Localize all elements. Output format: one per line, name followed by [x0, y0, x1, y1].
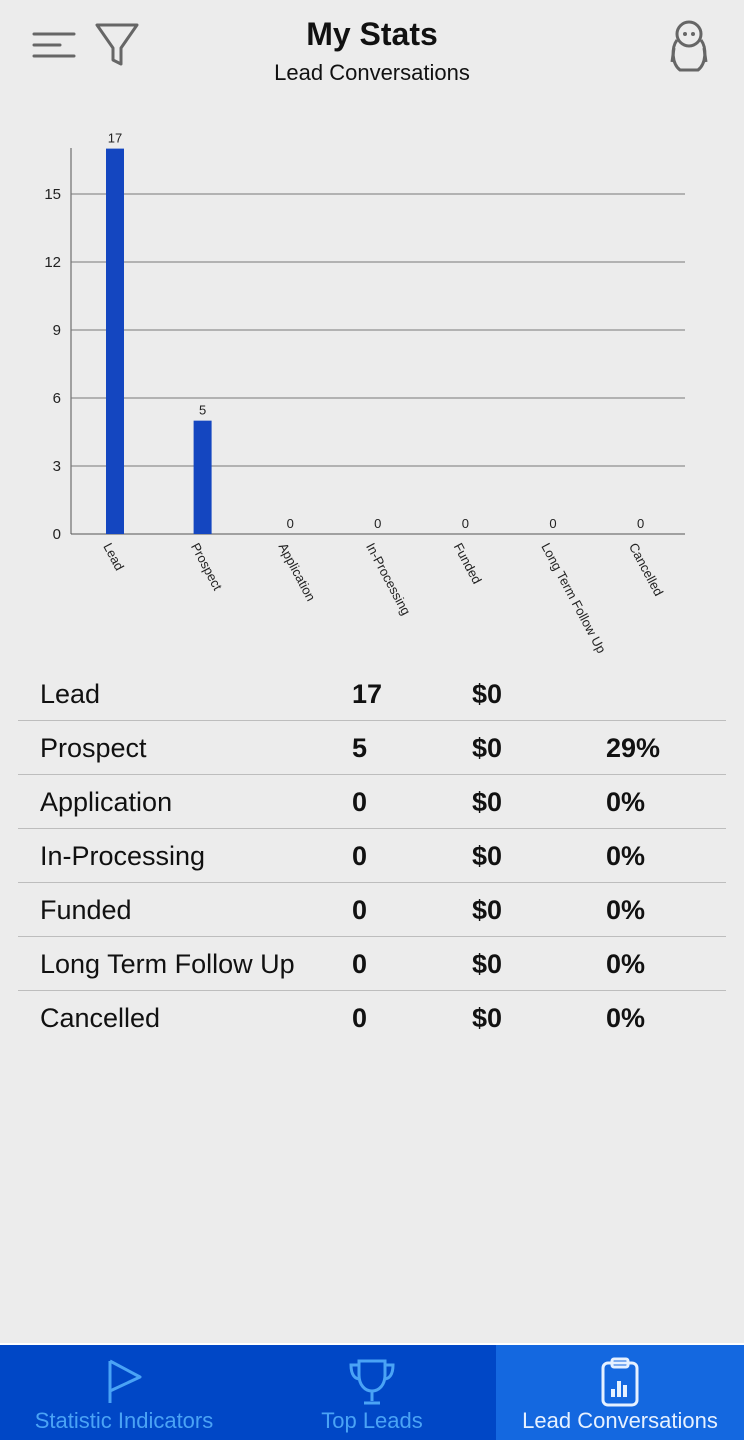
data-label: 0 [549, 516, 556, 531]
stats-table: Lead 17 $0 Prospect 5 $0 29% Application 0 $0 0% In… [18, 667, 726, 1045]
filter-icon[interactable] [94, 22, 140, 68]
table-row: Long Term Follow Up 0 $0 0% [18, 937, 726, 991]
menu-icon[interactable] [32, 30, 76, 60]
cell-pct: 29% [606, 733, 661, 763]
y-tick-label: 12 [44, 254, 61, 271]
data-label: 0 [462, 516, 469, 531]
cell-count: 0 [352, 1003, 368, 1033]
x-tick-label: Prospect [188, 540, 226, 593]
cell-pct: 0% [606, 1003, 646, 1033]
y-tick-label: 9 [53, 322, 61, 339]
tab-lead-conversations[interactable]: Lead Conversations [496, 1345, 744, 1440]
cell-label: Lead [40, 679, 101, 709]
x-tick-label: In-Processing [363, 540, 414, 617]
y-tick-label: 0 [53, 526, 61, 543]
cell-count: 5 [352, 733, 368, 763]
cell-label: Funded [40, 895, 132, 925]
bar [193, 420, 212, 534]
table-row: Funded 0 $0 0% [18, 883, 726, 937]
flag-icon [108, 1359, 142, 1403]
cell-count: 0 [352, 895, 368, 925]
table-row: Cancelled 0 $0 0% [18, 991, 726, 1045]
cell-amount: $0 [472, 1003, 503, 1033]
cell-amount: $0 [472, 733, 503, 763]
owl-avatar-icon[interactable] [666, 18, 712, 74]
cell-amount: $0 [472, 787, 503, 817]
bottom-nav: Statistic Indicators Top Leads Lead Conv… [0, 1343, 744, 1440]
tab-label: Lead Conversations [522, 1408, 718, 1433]
data-label: 0 [287, 516, 294, 531]
y-tick-label: 15 [44, 186, 61, 203]
cell-label: Prospect [40, 733, 147, 763]
cell-amount: $0 [472, 841, 503, 871]
cell-amount: $0 [472, 949, 503, 979]
tab-statistic-indicators[interactable]: Statistic Indicators [0, 1345, 248, 1440]
x-tick-label: Funded [451, 540, 485, 586]
tab-label: Top Leads [321, 1408, 423, 1433]
cell-amount: $0 [472, 895, 503, 925]
y-tick-label: 6 [53, 390, 61, 407]
clipboard-chart-icon [601, 1357, 639, 1407]
page-title: My Stats [306, 16, 438, 52]
cell-pct: 0% [606, 841, 646, 871]
data-label: 17 [108, 131, 122, 146]
page-subtitle: Lead Conversations [274, 60, 470, 85]
cell-pct: 0% [606, 895, 646, 925]
cell-label: Long Term Follow Up [40, 949, 295, 979]
cell-label: In-Processing [40, 841, 206, 871]
table-row: Application 0 $0 0% [18, 775, 726, 829]
y-tick-label: 3 [53, 458, 61, 475]
bar [106, 148, 124, 535]
trophy-icon [349, 1359, 395, 1405]
data-label: 0 [637, 516, 644, 531]
x-tick-label: Long Term Follow Up [538, 540, 609, 655]
x-tick-label: Cancelled [626, 540, 666, 598]
cell-count: 17 [352, 679, 383, 709]
table-row: In-Processing 0 $0 0% [18, 829, 726, 883]
cell-pct: 0% [606, 787, 646, 817]
header: My Stats Lead Conversations [0, 0, 744, 100]
cell-label: Application [40, 787, 173, 817]
tab-label: Statistic Indicators [34, 1408, 214, 1433]
cell-label: Cancelled [40, 1003, 161, 1033]
cell-count: 0 [352, 787, 368, 817]
cell-count: 0 [352, 949, 368, 979]
table-row: Prospect 5 $0 29% [18, 721, 726, 775]
cell-count: 0 [352, 841, 368, 871]
data-label: 0 [374, 516, 381, 531]
x-tick-label: Application [276, 540, 319, 603]
table-row: Lead 17 $0 [18, 667, 726, 721]
data-label: 5 [199, 403, 206, 418]
cell-amount: $0 [472, 679, 503, 709]
cell-pct: 0% [606, 949, 646, 979]
x-tick-label: Lead [100, 540, 127, 573]
bar-chart: 0 3 6 9 12 15 17 Lead 5 Prospect 0 Application 0 In-P… [44, 131, 685, 656]
tab-top-leads[interactable]: Top Leads [248, 1345, 496, 1440]
